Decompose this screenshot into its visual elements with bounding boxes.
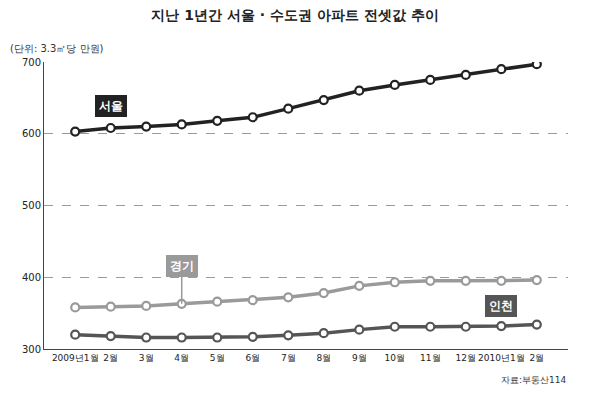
svg-text:경기: 경기 [170,259,194,273]
svg-text:인천: 인천 [489,299,513,313]
svg-text:3월: 3월 [139,353,154,363]
svg-text:600: 600 [22,128,41,139]
svg-text:2월: 2월 [529,353,544,363]
svg-text:자료:부동산114: 자료:부동산114 [501,375,566,385]
svg-text:12월: 12월 [456,353,476,363]
svg-text:(단위: 3.3㎡당 만원): (단위: 3.3㎡당 만원) [10,43,104,54]
svg-text:5월: 5월 [210,353,225,363]
svg-text:2009년1월: 2009년1월 [52,353,99,363]
svg-text:7월: 7월 [281,353,296,363]
svg-text:4월: 4월 [174,353,189,363]
svg-text:9월: 9월 [352,353,367,363]
svg-text:8월: 8월 [316,353,331,363]
svg-text:11월: 11월 [420,353,440,363]
svg-text:10월: 10월 [385,353,405,363]
svg-text:400: 400 [22,272,41,283]
svg-text:700: 700 [22,57,41,68]
svg-text:6월: 6월 [245,353,260,363]
svg-text:지난 1년간 서울 · 수도권 아파트 전셋값 추이: 지난 1년간 서울 · 수도권 아파트 전셋값 추이 [151,7,438,23]
svg-text:500: 500 [22,200,41,211]
svg-text:서울: 서울 [99,99,123,113]
svg-text:300: 300 [22,344,41,355]
svg-text:2월: 2월 [103,353,118,363]
svg-text:2010년1월: 2010년1월 [478,353,525,363]
